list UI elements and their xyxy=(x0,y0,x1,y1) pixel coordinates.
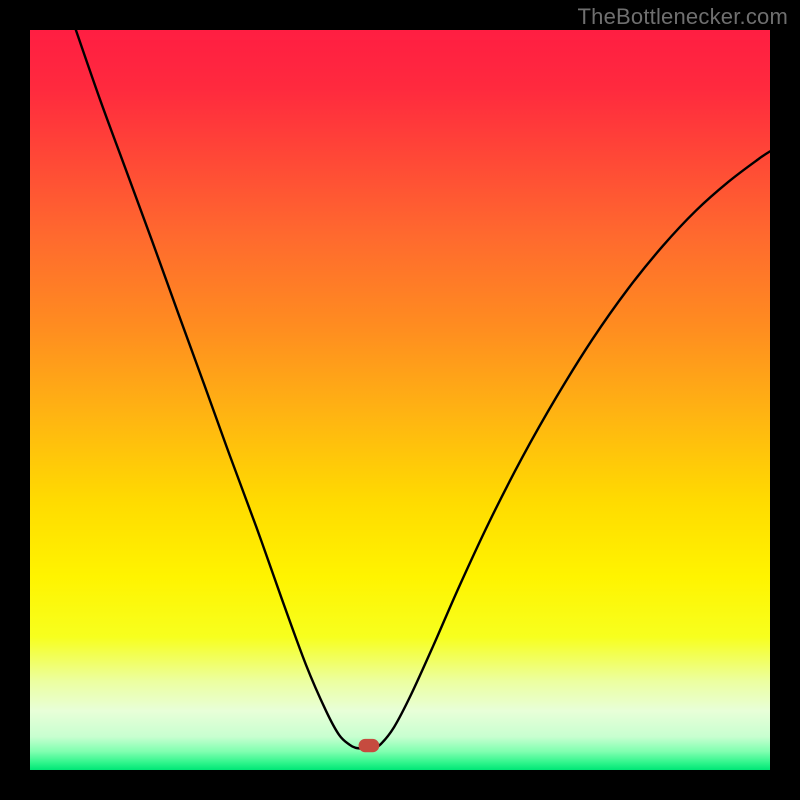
plot-background xyxy=(30,30,770,770)
watermark-text: TheBottlenecker.com xyxy=(578,4,788,30)
bottleneck-chart xyxy=(0,0,800,800)
bottleneck-marker xyxy=(359,739,380,752)
